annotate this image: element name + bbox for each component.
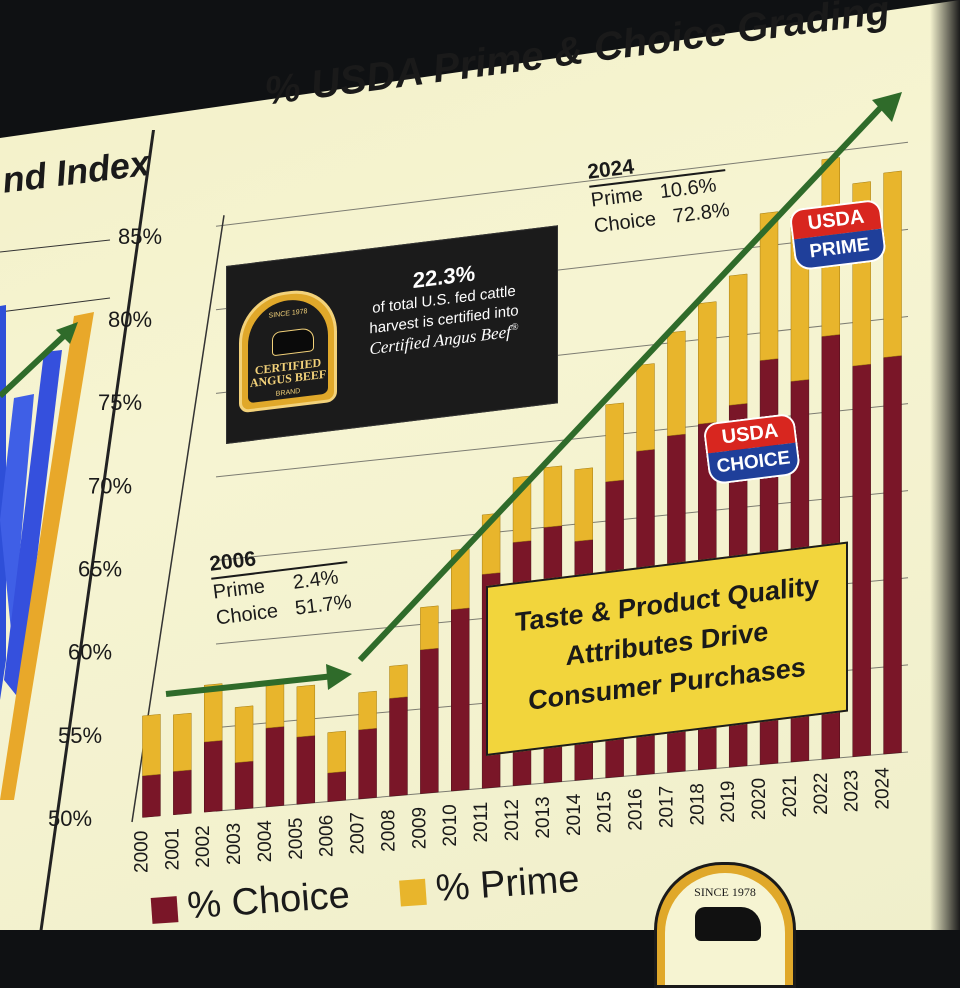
legend-swatch-prime	[399, 878, 428, 907]
bar-choice	[142, 774, 161, 818]
usda-choice-shield: USDA CHOICE	[702, 412, 802, 488]
x-tick-label: 2012	[502, 799, 523, 841]
x-tick-label: 2007	[348, 812, 369, 854]
x-tick-label: 2015	[595, 791, 616, 833]
x-tick-label: 2019	[718, 781, 739, 823]
bar-prime	[389, 664, 408, 699]
x-tick-label: 2009	[409, 807, 430, 849]
x-tick-label: 2006	[317, 815, 338, 857]
bar-prime	[636, 363, 655, 452]
x-tick-label: 2005	[286, 817, 307, 859]
flat-trend-arrow	[165, 673, 335, 697]
growth-trend-arrow	[357, 101, 887, 663]
x-tick-label: 2008	[378, 810, 399, 852]
y-tick-label: 55%	[58, 723, 102, 748]
left-arrow-head	[56, 322, 78, 344]
left-gridline	[0, 297, 111, 313]
gridline	[215, 141, 909, 227]
cab-logo: SINCE 1978 CERTIFIED ANGUS BEEF BRAND	[239, 285, 337, 414]
left-gridline	[0, 239, 111, 253]
screen-edge	[930, 0, 960, 930]
y-tick-label: 75%	[98, 390, 142, 415]
x-tick-label: 2021	[780, 775, 801, 817]
bar-prime	[420, 605, 439, 651]
y-tick-label: 50%	[48, 806, 92, 831]
bar-prime	[142, 714, 161, 777]
left-orange-bar	[0, 312, 94, 800]
cab-logo-text: CERTIFIED ANGUS BEEF	[249, 355, 327, 391]
x-tick-label: 2016	[626, 788, 647, 830]
x-tick-label: 2023	[842, 770, 863, 812]
bar-prime	[358, 690, 377, 731]
bar-choice	[265, 726, 285, 808]
cab-stat-text: 22.3% of total U.S. fed cattle harvest i…	[339, 251, 549, 363]
x-tick-label: 2001	[162, 828, 183, 870]
x-tick-label: 2013	[533, 796, 554, 838]
growth-arrow-head	[872, 92, 902, 122]
bar-prime	[759, 211, 779, 361]
cow-icon	[695, 907, 761, 941]
cab-bottom-logo: SINCE 1978	[654, 862, 796, 988]
left-chart-fragment	[0, 239, 111, 800]
bar-choice	[420, 647, 439, 794]
x-tick-label: 2017	[656, 786, 677, 828]
stacked-bar-chart: 50% 55% 60% 65% 70% 75% 80% 85% 2000 2001 2002 2003…	[48, 92, 909, 873]
bar-prime	[173, 712, 192, 772]
left-trend-arrow	[0, 331, 69, 399]
x-tick-label: 2024	[873, 767, 894, 810]
left-blue-bar	[4, 350, 62, 700]
bar-prime	[265, 680, 285, 729]
bar-choice	[203, 740, 223, 813]
bar-prime	[327, 730, 346, 774]
x-tick-label: 2000	[131, 831, 152, 873]
callout-2006: 2006 Prime 2.4% Choice 51.7%	[208, 535, 353, 631]
bar-prime	[883, 170, 902, 358]
bar-choice	[883, 355, 902, 755]
left-blue-bar	[0, 394, 34, 640]
bar-choice	[451, 607, 470, 792]
bar-prime	[728, 273, 748, 406]
left-chart-panel	[0, 0, 160, 930]
x-tick-label: 2010	[440, 804, 461, 846]
bar-choice	[389, 696, 408, 797]
bar-prime	[667, 330, 686, 437]
x-tick-label: 2020	[749, 778, 770, 820]
bar-prime	[543, 465, 563, 528]
legend-swatch-choice	[150, 896, 179, 924]
x-tick-label: 2003	[224, 823, 245, 865]
bar-choice	[296, 735, 316, 805]
bar-prime	[234, 705, 254, 763]
x-tick-label: 2011	[471, 802, 492, 843]
y-tick-label: 85%	[118, 224, 162, 249]
bar-prime	[605, 402, 624, 483]
flat-arrow-head	[326, 664, 352, 690]
x-tick-label: 2022	[811, 773, 832, 815]
usda-prime-shield: USDA PRIME	[788, 198, 888, 274]
x-tick-label: 2018	[687, 783, 708, 825]
y-tick-label: 70%	[88, 473, 132, 498]
cab-logo-since: SINCE 1978	[268, 307, 308, 320]
bar-prime	[203, 683, 223, 743]
cow-icon	[272, 327, 314, 357]
bar-choice	[173, 769, 192, 816]
bottom-logo-since: SINCE 1978	[694, 885, 756, 899]
bar-choice	[234, 760, 254, 810]
bar-prime	[574, 467, 593, 542]
bar-prime	[296, 684, 316, 738]
y-tick-label: 80%	[108, 307, 152, 332]
y-tick-label: 65%	[78, 557, 122, 582]
x-tick-label: 2002	[193, 825, 214, 867]
bar-choice	[358, 727, 377, 800]
bar-choice	[852, 363, 871, 757]
x-tick-label: 2014	[564, 793, 585, 836]
y-tick-label: 60%	[68, 640, 112, 665]
bar-choice	[327, 771, 346, 802]
x-tick-label: 2004	[255, 820, 276, 863]
bar-prime	[698, 301, 717, 425]
callout-2024: 2024 Prime 10.6% Choice 72.8%	[586, 143, 731, 239]
